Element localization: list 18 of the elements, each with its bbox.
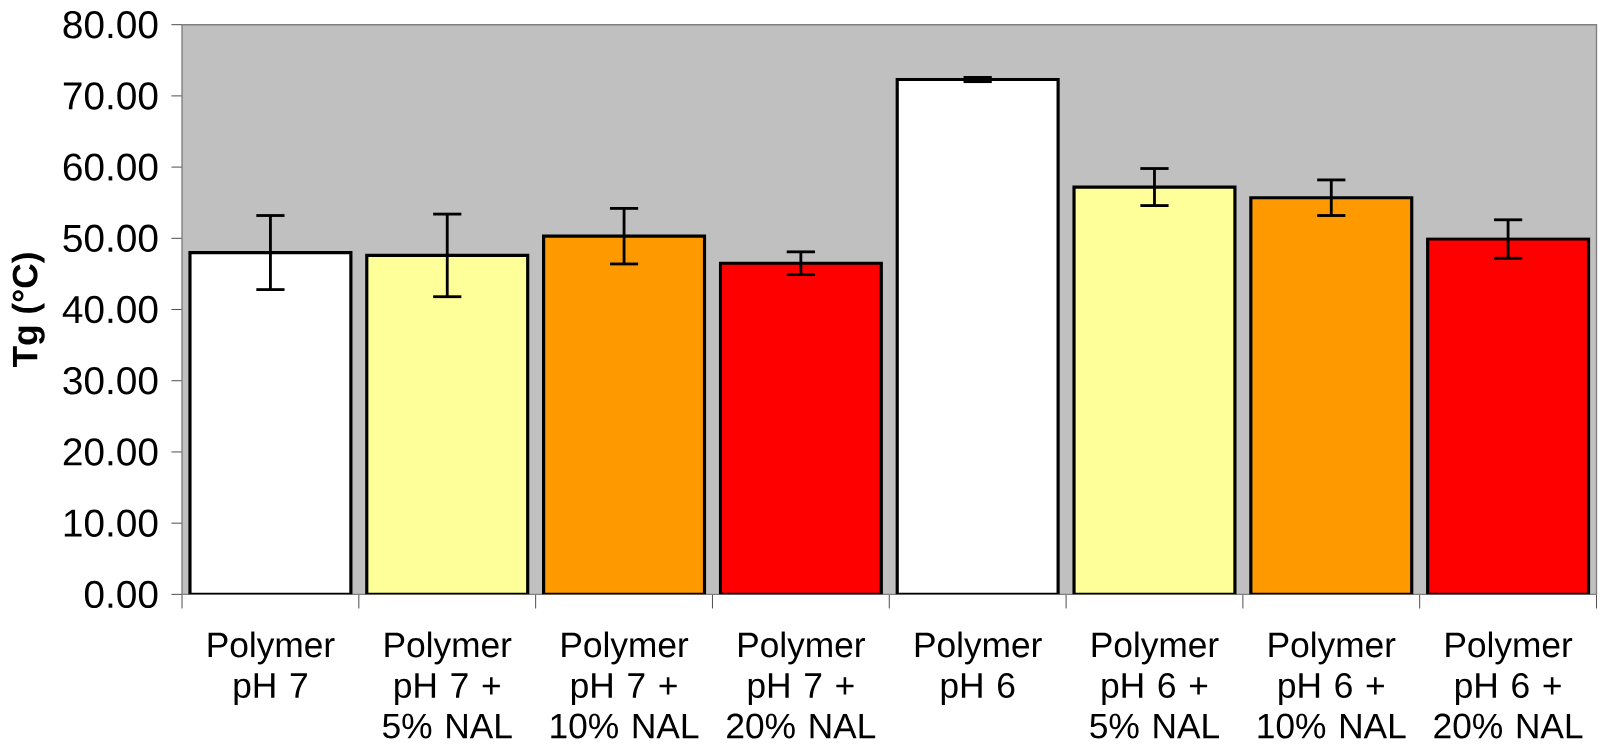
y-tick-label: 0.00 [84, 580, 158, 609]
x-tick-label: Polymer pH 6 + 10% NAL [1258, 631, 1406, 739]
y-tick-label: 30.00 [63, 366, 158, 395]
y-tick-label: 80.00 [63, 10, 158, 39]
x-tick-label: Polymer pH 6 + 20% NAL [1434, 631, 1583, 739]
x-tick-label: Polymer pH 7 + 20% NAL [727, 631, 876, 739]
y-tick-label: 70.00 [63, 82, 158, 110]
y-tick-label: 10.00 [64, 509, 158, 537]
x-tick-label: Polymer pH 7 [208, 631, 335, 705]
y-axis-title: Tg (°C) [11, 253, 45, 368]
y-tick-label: 50.00 [63, 224, 158, 252]
x-tick-label: Polymer pH 6 [915, 631, 1042, 705]
y-tick-label: 40.00 [62, 295, 158, 324]
y-tick-label: 20.00 [63, 438, 158, 466]
x-tick-label: Polymer pH 6 + 5% NAL [1090, 631, 1219, 739]
x-tick-label: Polymer pH 7 + 10% NAL [551, 631, 699, 739]
x-tick-label: Polymer pH 7 + 5% NAL [383, 631, 512, 739]
y-tick-label: 60.00 [63, 153, 158, 181]
